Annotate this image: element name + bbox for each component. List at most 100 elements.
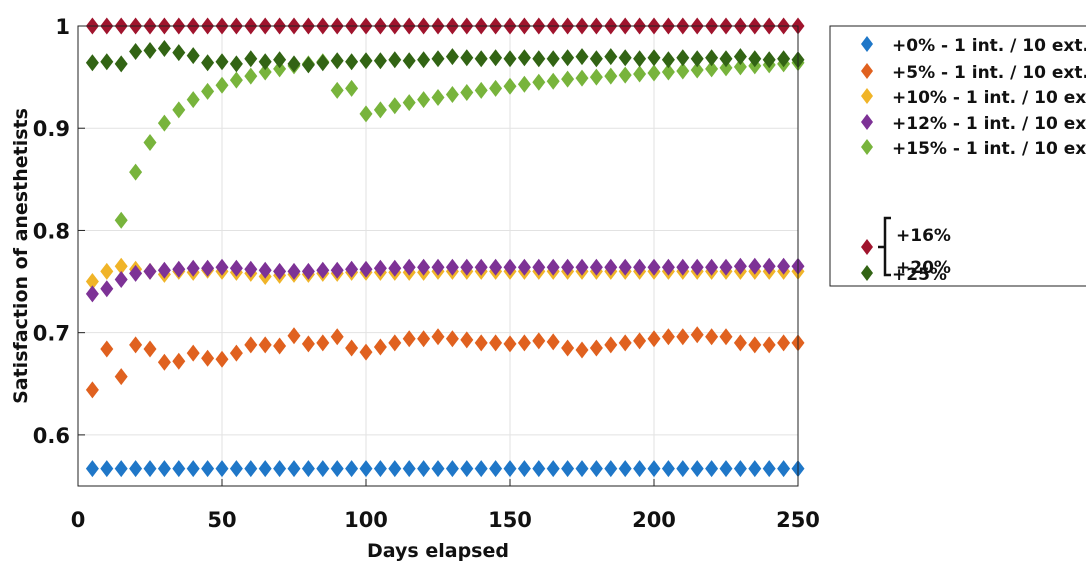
data-point bbox=[201, 82, 215, 100]
data-point bbox=[690, 50, 704, 68]
data-point bbox=[661, 460, 675, 478]
data-point bbox=[661, 328, 675, 346]
data-point bbox=[690, 258, 704, 276]
data-point bbox=[748, 50, 762, 68]
data-point bbox=[330, 261, 344, 279]
legend-marker bbox=[861, 139, 873, 155]
data-point bbox=[532, 258, 546, 276]
data-point bbox=[431, 328, 445, 346]
y-tick-label: 0.7 bbox=[33, 322, 70, 346]
data-point bbox=[359, 52, 373, 70]
y-axis-title: Satisfaction of anesthetists bbox=[10, 108, 32, 404]
data-point bbox=[532, 50, 546, 68]
legend-marker bbox=[861, 63, 873, 79]
data-point bbox=[172, 101, 186, 119]
data-point bbox=[604, 67, 618, 85]
data-point bbox=[157, 460, 171, 478]
data-point bbox=[561, 70, 575, 88]
data-point bbox=[345, 53, 359, 71]
data-point bbox=[373, 101, 387, 119]
data-point bbox=[748, 460, 762, 478]
y-tick-label: 0.9 bbox=[33, 117, 70, 141]
data-point bbox=[186, 47, 200, 65]
data-point bbox=[575, 258, 589, 276]
data-point bbox=[100, 53, 114, 71]
data-point bbox=[229, 460, 243, 478]
data-point bbox=[589, 460, 603, 478]
data-point bbox=[100, 340, 114, 358]
data-point bbox=[157, 261, 171, 279]
data-point bbox=[402, 330, 416, 348]
x-axis-title: Days elapsed bbox=[367, 540, 509, 562]
legend-label: +12% - 1 int. / 10 ext. bbox=[892, 114, 1086, 134]
data-point bbox=[633, 258, 647, 276]
legend-label: +25% bbox=[892, 265, 947, 285]
data-point bbox=[157, 353, 171, 371]
data-point bbox=[402, 52, 416, 70]
data-point bbox=[618, 66, 632, 84]
data-point bbox=[85, 273, 99, 291]
data-point bbox=[316, 460, 330, 478]
data-point bbox=[345, 260, 359, 278]
data-point bbox=[172, 44, 186, 62]
legend: +0% - 1 int. / 10 ext. +5% - 1 int. / 10 … bbox=[829, 25, 1086, 287]
data-point bbox=[244, 460, 258, 478]
data-point bbox=[733, 58, 747, 76]
data-point bbox=[719, 460, 733, 478]
data-point bbox=[85, 285, 99, 303]
data-point bbox=[618, 49, 632, 67]
data-point bbox=[129, 460, 143, 478]
data-point bbox=[589, 68, 603, 86]
data-point bbox=[489, 460, 503, 478]
data-point bbox=[258, 261, 272, 279]
data-point bbox=[129, 43, 143, 61]
data-point bbox=[258, 460, 272, 478]
data-point bbox=[705, 460, 719, 478]
data-point bbox=[229, 344, 243, 362]
data-point bbox=[388, 97, 402, 115]
data-point bbox=[273, 460, 287, 478]
y-tick-label: 1 bbox=[55, 15, 70, 39]
data-point bbox=[575, 460, 589, 478]
data-point bbox=[647, 460, 661, 478]
data-point bbox=[301, 262, 315, 280]
data-point bbox=[489, 334, 503, 352]
data-point bbox=[301, 56, 315, 74]
data-point bbox=[100, 460, 114, 478]
data-point bbox=[676, 460, 690, 478]
x-tick-label: 200 bbox=[632, 508, 676, 532]
data-point bbox=[661, 258, 675, 276]
data-point bbox=[330, 52, 344, 70]
data-point bbox=[575, 48, 589, 66]
data-point bbox=[345, 79, 359, 97]
data-point bbox=[517, 75, 531, 93]
data-point bbox=[157, 114, 171, 132]
y-tick-label: 0.8 bbox=[33, 219, 70, 243]
data-point bbox=[258, 63, 272, 81]
data-point bbox=[647, 258, 661, 276]
data-point bbox=[172, 460, 186, 478]
data-point bbox=[546, 50, 560, 68]
data-point bbox=[719, 258, 733, 276]
series-3 bbox=[85, 257, 805, 303]
data-point bbox=[287, 55, 301, 73]
data-point bbox=[489, 258, 503, 276]
data-point bbox=[748, 257, 762, 275]
data-point bbox=[445, 330, 459, 348]
data-point bbox=[633, 332, 647, 350]
data-point bbox=[85, 460, 99, 478]
legend-marker bbox=[861, 114, 873, 130]
data-point bbox=[258, 336, 272, 354]
data-point bbox=[661, 51, 675, 69]
data-point bbox=[373, 52, 387, 70]
data-point bbox=[762, 336, 776, 354]
data-point bbox=[546, 258, 560, 276]
data-point bbox=[676, 258, 690, 276]
data-point bbox=[445, 85, 459, 103]
data-point bbox=[474, 81, 488, 99]
data-point bbox=[517, 258, 531, 276]
series-0 bbox=[85, 460, 805, 478]
data-point bbox=[503, 50, 517, 68]
data-point bbox=[85, 54, 99, 72]
data-point bbox=[229, 55, 243, 73]
